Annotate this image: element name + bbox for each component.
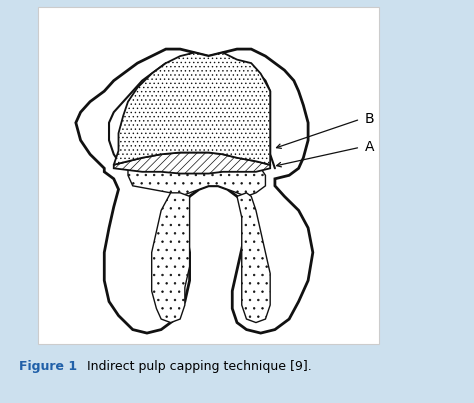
Text: A: A xyxy=(365,140,374,154)
Polygon shape xyxy=(152,193,190,322)
Text: Figure 1: Figure 1 xyxy=(19,360,77,373)
Polygon shape xyxy=(128,161,265,196)
Polygon shape xyxy=(76,49,313,333)
FancyBboxPatch shape xyxy=(38,7,379,344)
Polygon shape xyxy=(237,193,270,322)
Polygon shape xyxy=(114,152,270,174)
Polygon shape xyxy=(114,52,270,165)
Text: Indirect pulp capping technique [9].: Indirect pulp capping technique [9]. xyxy=(83,360,312,373)
Text: B: B xyxy=(365,112,374,126)
